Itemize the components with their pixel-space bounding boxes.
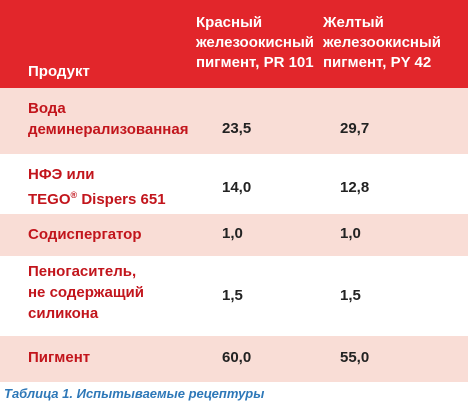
row-name-line: не содержащий — [28, 284, 144, 301]
value-red: 1,0 — [222, 225, 243, 242]
header-yellow-line-2: железоокисный — [323, 34, 442, 51]
value-yellow: 12,8 — [340, 179, 370, 196]
row-name: Пигмент — [28, 349, 91, 366]
table-row-water: Вода деминерализованная 23,5 29,7 — [0, 88, 468, 154]
header-red-line-1: Красный — [196, 14, 263, 31]
value-yellow: 1,5 — [340, 287, 361, 304]
header-yellow-pigment: Желтый железоокисный пигмент, PY 42 — [323, 13, 441, 73]
value-red: 60,0 — [222, 349, 252, 366]
table-row-codispersant: Содиспергатор 1,0 1,0 — [0, 214, 468, 256]
header-red-line-3: пигмент, PR 101 — [196, 54, 314, 71]
row-name-line: Вода — [28, 100, 66, 117]
row-name: НФЭ или TEGO® Dispers 651 — [28, 164, 166, 210]
row-name: Содиспергатор — [28, 226, 142, 243]
value-yellow: 55,0 — [340, 349, 370, 366]
table-caption: Таблица 1. Испытываемые рецептуры — [4, 386, 265, 401]
table-header: Продукт Красный железоокисный пигмент, P… — [0, 0, 468, 88]
row-name-line: Пеногаситель, — [28, 263, 137, 280]
value-red: 1,5 — [222, 287, 243, 304]
row-name-part: Dispers 651 — [77, 191, 166, 208]
row-name-line: TEGO® Dispers 651 — [28, 185, 166, 210]
row-name-line: силикона — [28, 305, 99, 322]
header-red-pigment: Красный железоокисный пигмент, PR 101 — [196, 13, 314, 73]
table-row-defoamer: Пеногаситель, не содержащий силикона 1,5… — [0, 256, 468, 336]
value-red: 23,5 — [222, 120, 252, 137]
table-row-pigment: Пигмент 60,0 55,0 — [0, 336, 468, 382]
recipes-table: Продукт Красный железоокисный пигмент, P… — [0, 0, 468, 382]
header-yellow-line-1: Желтый — [323, 14, 384, 31]
value-yellow: 1,0 — [340, 225, 361, 242]
registered-mark: ® — [70, 190, 78, 200]
table-row-dispersant: НФЭ или TEGO® Dispers 651 14,0 12,8 — [0, 154, 468, 214]
row-name-line: НФЭ или — [28, 166, 95, 183]
header-yellow-line-3: пигмент, PY 42 — [323, 54, 432, 71]
header-product: Продукт — [28, 63, 90, 80]
row-name-line: деминерализованная — [28, 121, 189, 138]
header-red-line-2: железоокисный — [196, 34, 315, 51]
row-name-part: TEGO — [28, 191, 71, 208]
row-name: Вода деминерализованная — [28, 98, 188, 140]
value-red: 14,0 — [222, 179, 252, 196]
row-name: Пеногаситель, не содержащий силикона — [28, 261, 144, 324]
value-yellow: 29,7 — [340, 120, 370, 137]
